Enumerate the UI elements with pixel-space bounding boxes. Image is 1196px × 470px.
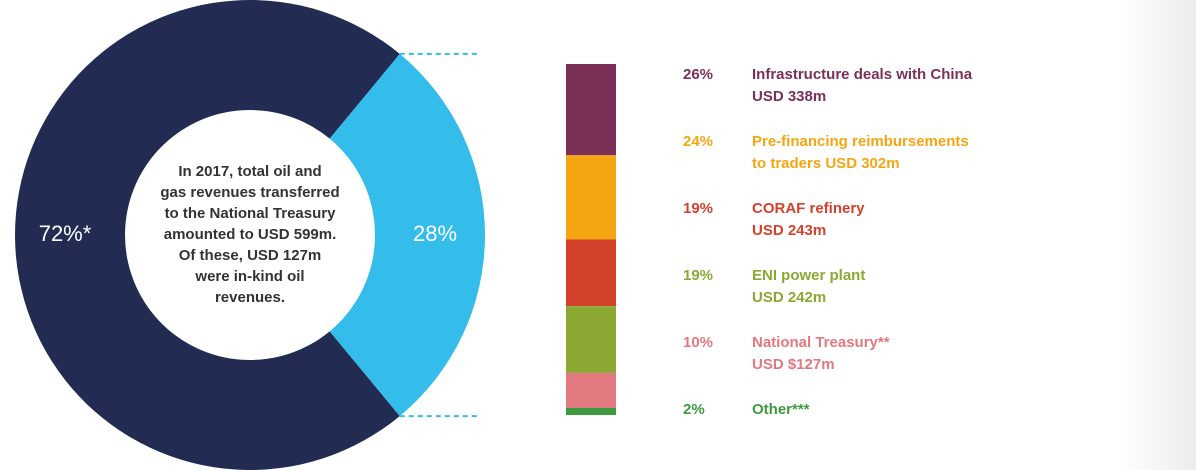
category-label: Pre-financing reimbursements [752, 133, 969, 150]
center-note: In 2017, total oil and [178, 163, 321, 180]
percent-label: 2% [683, 401, 705, 418]
side-panel [1120, 0, 1196, 470]
percent-label: 24% [683, 133, 713, 150]
donut-segment [15, 0, 400, 470]
category-label: CORAF refinery [752, 200, 865, 217]
category-label: National Treasury** [752, 334, 890, 351]
bar-segment [566, 239, 616, 307]
segment-label: 72%* [39, 221, 92, 246]
bar-segment [566, 372, 616, 408]
center-note: were in-kind oil [194, 268, 304, 285]
category-label: USD 243m [752, 222, 826, 239]
category-label: ENI power plant [752, 267, 865, 284]
category-label: USD $127m [752, 356, 835, 373]
center-note: to the National Treasury [165, 205, 337, 222]
center-note: amounted to USD 599m. [164, 226, 337, 243]
category-label: Infrastructure deals with China [752, 66, 973, 83]
bar-segment [566, 64, 616, 156]
category-label: to traders USD 302m [752, 155, 900, 172]
percent-label: 10% [683, 334, 713, 351]
donut-segment [329, 53, 485, 417]
bar-segment [566, 306, 616, 373]
category-label: USD 338m [752, 88, 826, 105]
percent-label: 19% [683, 200, 713, 217]
category-label: Other*** [752, 401, 810, 418]
center-note: revenues. [215, 289, 285, 306]
center-note: gas revenues transferred [160, 184, 339, 201]
bar-segment [566, 407, 616, 415]
percent-label: 26% [683, 66, 713, 83]
bar-segment [566, 155, 616, 240]
center-note: Of these, USD 127m [179, 247, 322, 264]
percent-label: 19% [683, 267, 713, 284]
segment-label: 28% [413, 221, 457, 246]
category-label: USD 242m [752, 289, 826, 306]
